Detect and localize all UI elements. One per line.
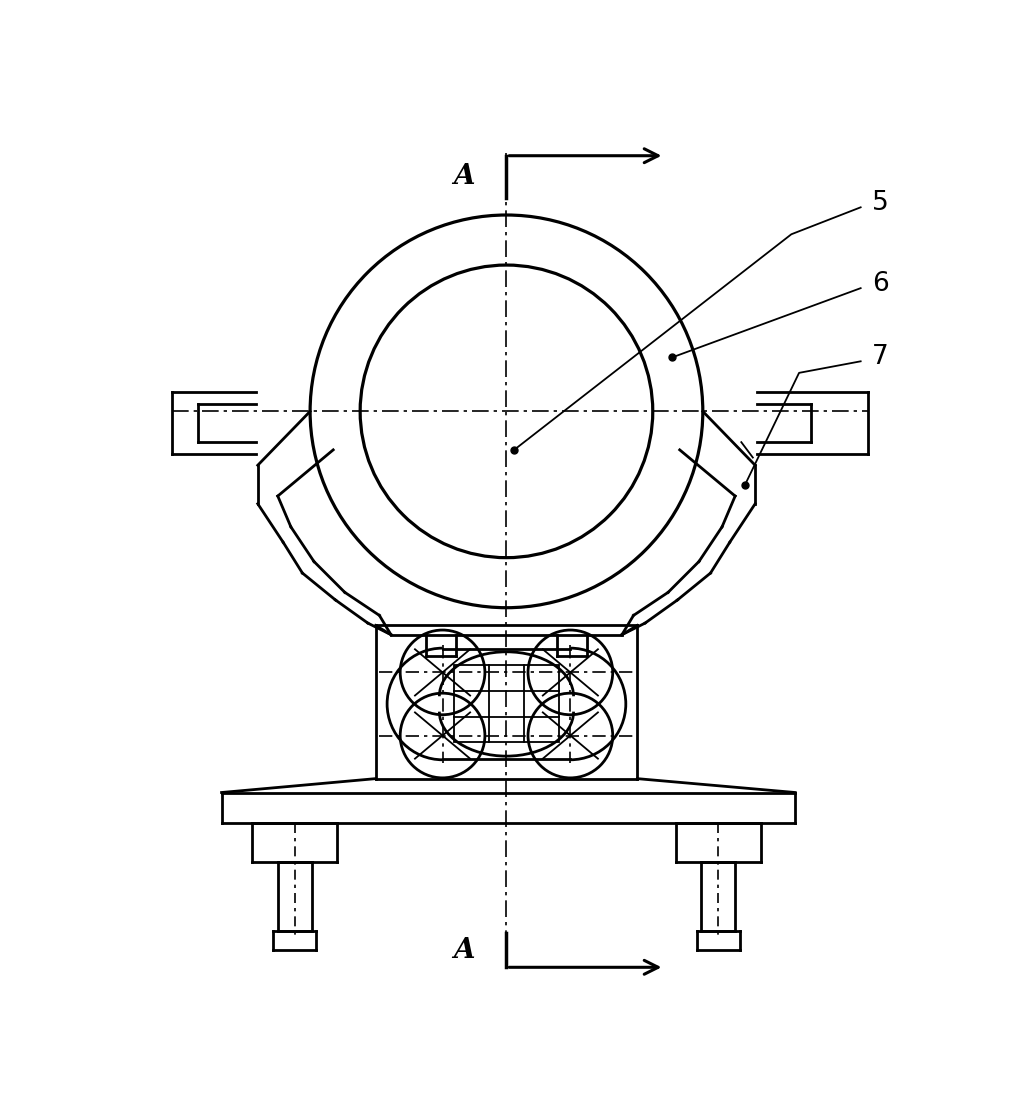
Text: 5: 5 — [872, 190, 889, 217]
Text: A: A — [454, 163, 475, 190]
Bar — [454, 665, 559, 742]
Text: 6: 6 — [872, 272, 889, 297]
Text: A: A — [454, 937, 475, 964]
Text: 7: 7 — [872, 344, 889, 370]
